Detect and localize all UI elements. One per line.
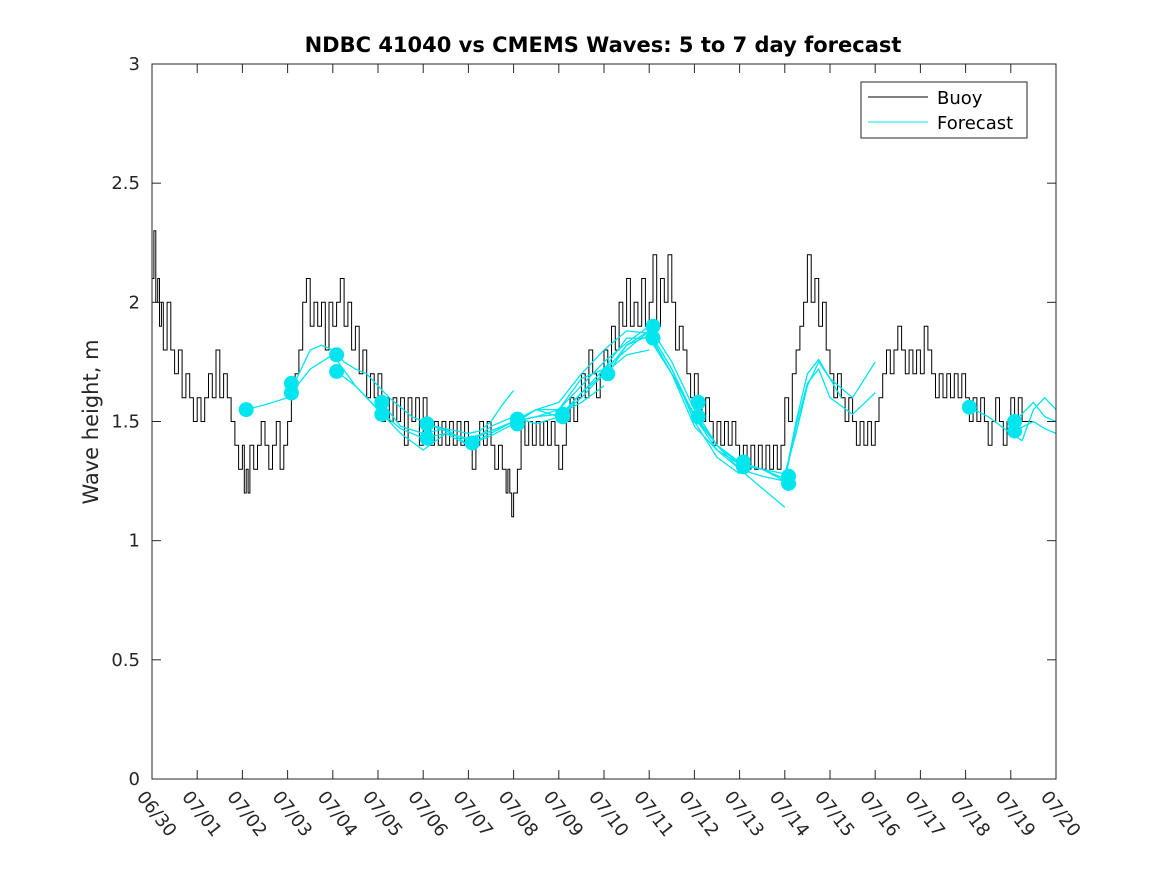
buoy-line bbox=[152, 230, 1034, 518]
forecast-series bbox=[246, 325, 1057, 508]
forecast-line bbox=[1014, 401, 1057, 423]
y-tick-labels: 0 0.5 1 1.5 2 2.5 3 bbox=[111, 54, 140, 790]
y-tick-label: 0.5 bbox=[111, 650, 140, 671]
forecast-marker bbox=[645, 318, 661, 334]
legend-box bbox=[860, 81, 1028, 139]
forecast-line bbox=[1014, 420, 1057, 435]
forecast-marker bbox=[1007, 414, 1023, 429]
forecast-marker bbox=[419, 416, 435, 432]
forecast-marker bbox=[735, 454, 751, 470]
y-tick-label: 1.5 bbox=[111, 412, 140, 433]
plot-background bbox=[152, 64, 1056, 779]
plot-area bbox=[151, 63, 1057, 780]
forecast-marker bbox=[283, 375, 299, 391]
forecast-marker bbox=[600, 366, 616, 382]
buoy-series bbox=[152, 230, 1034, 518]
forecast-marker bbox=[329, 347, 345, 363]
forecast-marker bbox=[555, 406, 571, 422]
forecast-marker bbox=[781, 468, 797, 484]
chart-title: NDBC 41040 vs CMEMS Waves: 5 to 7 day fo… bbox=[305, 33, 902, 57]
forecast-marker bbox=[419, 430, 435, 446]
forecast-line bbox=[246, 344, 515, 435]
y-tick-label: 2.5 bbox=[111, 173, 140, 194]
forecast-marker bbox=[464, 435, 480, 451]
forecast-marker bbox=[238, 402, 254, 418]
y-tick-label: 0 bbox=[129, 769, 140, 790]
forecast-marker bbox=[509, 411, 525, 427]
axis-ticks bbox=[151, 63, 1057, 780]
y-tick-label: 1 bbox=[129, 531, 140, 552]
y-axis-label: Wave height, m bbox=[79, 339, 103, 504]
forecast-line bbox=[969, 396, 1057, 442]
y-tick-label: 2 bbox=[129, 292, 140, 313]
forecast-markers bbox=[238, 318, 1023, 491]
forecast-marker bbox=[690, 394, 706, 410]
forecast-marker bbox=[961, 399, 977, 415]
legend: Buoy Forecast bbox=[860, 81, 1028, 139]
legend-buoy-label: Buoy bbox=[937, 88, 983, 109]
y-tick-label: 3 bbox=[129, 54, 140, 75]
forecast-marker bbox=[690, 409, 706, 425]
forecast-marker bbox=[374, 394, 390, 410]
forecast-line bbox=[607, 334, 876, 480]
legend-forecast-label: Forecast bbox=[937, 113, 1013, 134]
forecast-marker bbox=[329, 364, 345, 379]
